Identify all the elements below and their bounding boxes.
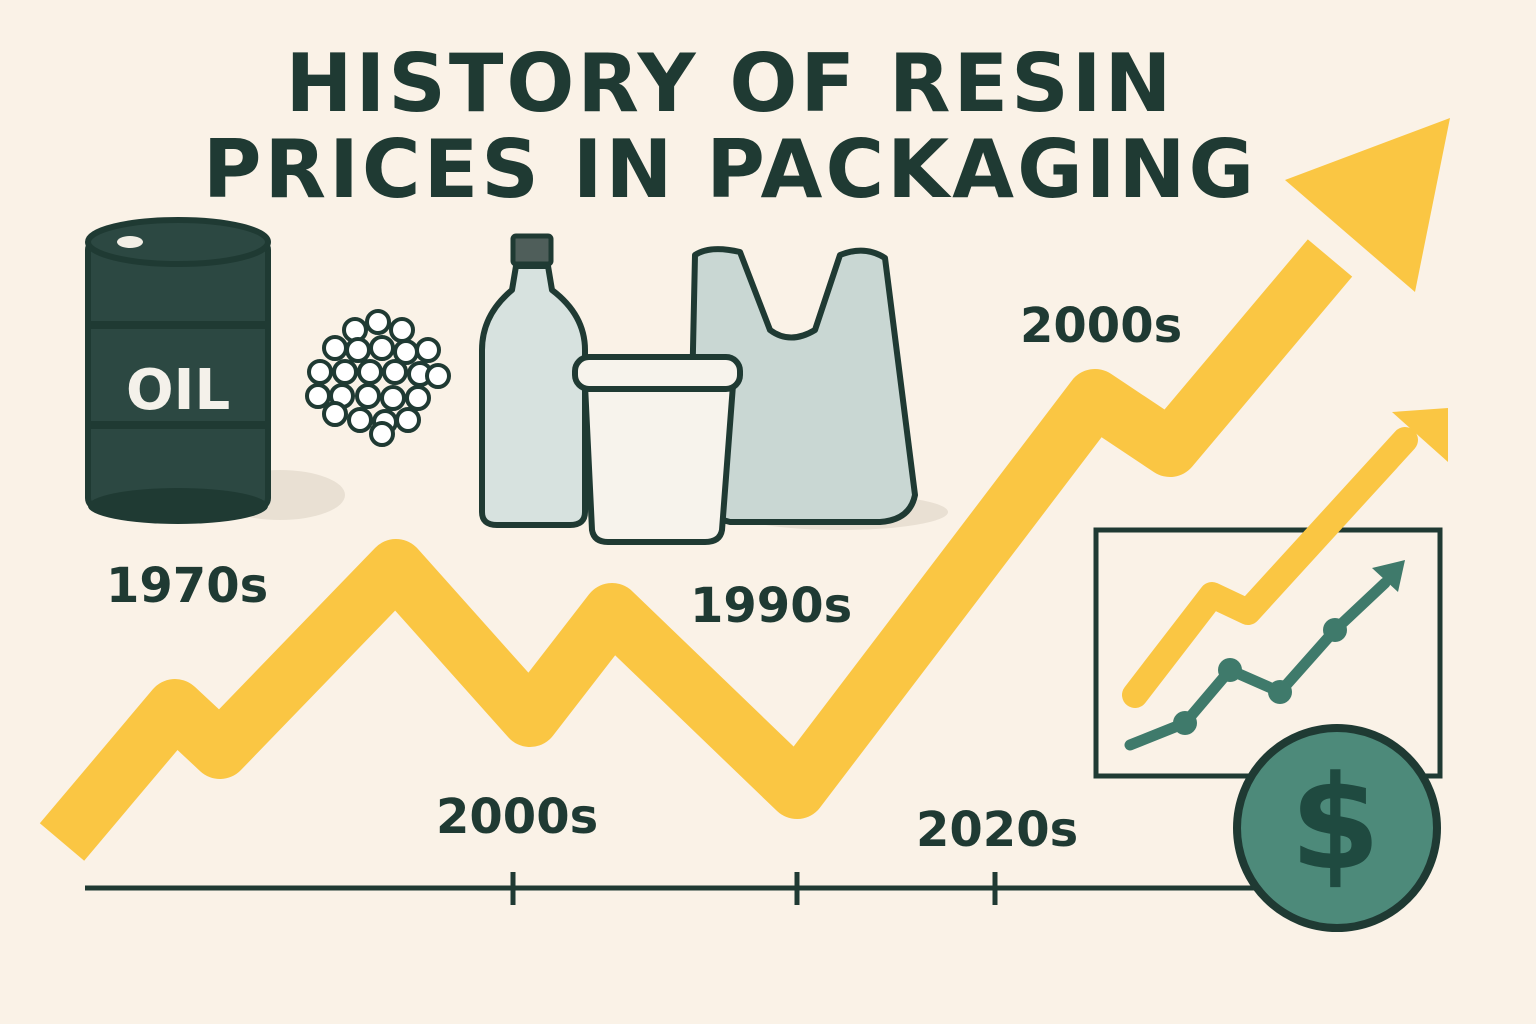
timeline-axis [85,872,1260,905]
title-line-2: PRICES IN PACKAGING [202,123,1258,216]
label-1990s: 1990s [690,578,853,634]
oil-barrel-icon [85,217,345,524]
barrel-label: OIL [126,358,231,423]
title-line-1: HISTORY OF RESIN [285,37,1175,130]
plastic-bottle-icon [479,233,588,528]
resin-pellets-icon [305,309,451,447]
label-1970s: 1970s [106,558,269,614]
plastic-tub-icon [572,354,743,545]
dollar-coin-icon [1233,724,1441,932]
dollar-sign: $ [1290,747,1381,899]
label-2020s: 2020s [916,802,1079,858]
label-2000s-top: 2000s [1020,298,1183,354]
label-2000s-bottom: 2000s [436,789,599,845]
trend-arrow-icon [39,118,1450,861]
